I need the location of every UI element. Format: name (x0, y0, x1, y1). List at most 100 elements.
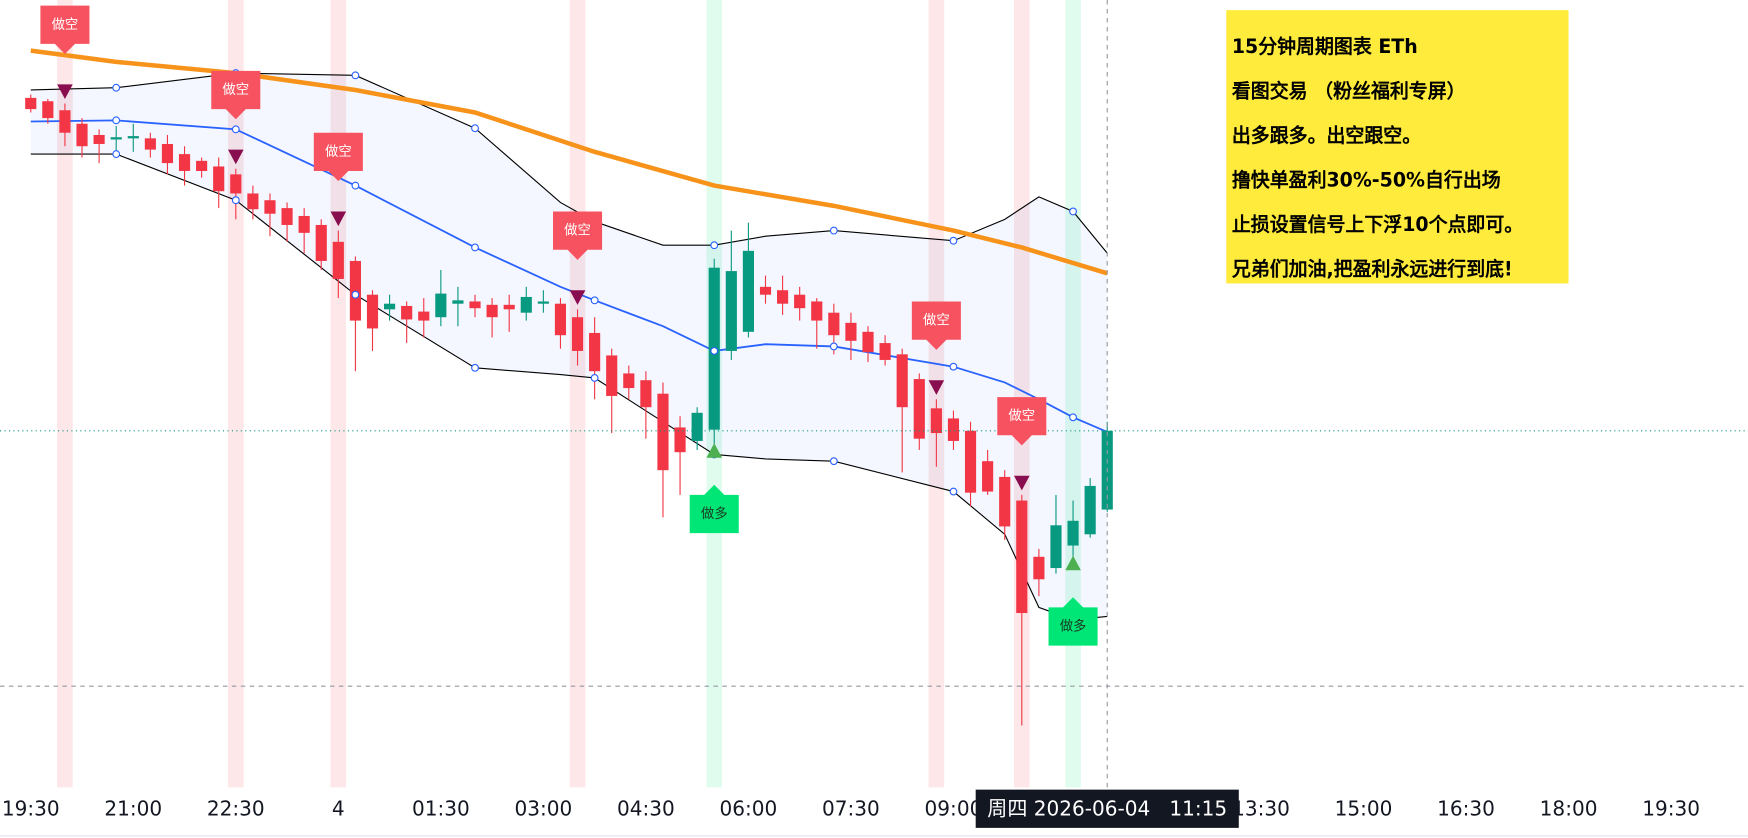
x-tick-label: 07:30 (822, 796, 880, 820)
bollinger-point (1069, 413, 1077, 422)
x-tick-label: 22:30 (207, 796, 265, 820)
candle-body (742, 250, 754, 332)
signal-label: 做多 (701, 505, 728, 522)
x-tick-label: 15:00 (1335, 796, 1393, 820)
candle-body (264, 200, 276, 214)
candle-body (691, 412, 703, 441)
x-tick-label: 04:30 (617, 796, 675, 820)
bollinger-point (351, 71, 360, 80)
band-fill (30, 73, 1108, 620)
bollinger-point (351, 290, 360, 299)
signal-band (57, 0, 73, 788)
bollinger-point (829, 226, 838, 235)
candle-body (503, 304, 515, 310)
signal-label: 做空 (325, 144, 352, 160)
bollinger-point (112, 116, 121, 125)
candle-body (42, 101, 54, 119)
signal-arrow (569, 290, 586, 305)
signal-arrow (227, 149, 244, 165)
candle-body (520, 296, 532, 313)
bollinger-point (471, 243, 479, 252)
signal-label: 做多 (1060, 617, 1087, 634)
signal-label-box (553, 211, 603, 260)
candle-body (247, 193, 259, 210)
candle-body (76, 123, 88, 147)
signal-arrow (57, 84, 73, 99)
signal-band (569, 0, 586, 788)
candle-body (947, 418, 960, 441)
x-tick-label: 01:30 (412, 796, 470, 820)
candle-body (110, 137, 122, 140)
bollinger-point (590, 296, 599, 305)
candle-body (1016, 500, 1028, 614)
candle-body (401, 305, 413, 320)
candle-body (828, 312, 840, 336)
candle-body (1084, 485, 1096, 535)
candle-body (161, 143, 174, 164)
x-tick-label: 4 (332, 796, 345, 820)
candle-body (640, 380, 652, 408)
candle-body (435, 293, 447, 318)
candle-body (1050, 525, 1062, 569)
candle-body (144, 138, 156, 150)
candle-body (657, 393, 669, 471)
candle-body (964, 430, 977, 493)
bollinger-point (949, 236, 958, 245)
candle-body (794, 294, 806, 309)
candle-body (384, 303, 396, 310)
candle-body (930, 408, 942, 434)
candle-body (486, 304, 498, 318)
candle-body (230, 174, 242, 194)
x-tick-label: 06:00 (720, 796, 778, 820)
note-line: 撸快单盈利30%-50%自行出场 (1232, 168, 1501, 191)
candle-body (469, 301, 481, 309)
candle-body (811, 301, 823, 321)
note-line: 15分钟周期图表 ETh (1232, 35, 1418, 58)
candle-body (93, 134, 105, 144)
signal-label-box (40, 5, 90, 54)
x-tick-label: 09:00 (925, 796, 983, 820)
candle-body (25, 97, 37, 110)
bollinger-point (949, 487, 958, 496)
bollinger-point (590, 374, 599, 382)
candle-body (606, 355, 618, 396)
signal-band (227, 0, 244, 788)
signal-band (1065, 0, 1081, 788)
signal-band (330, 0, 347, 788)
note-line: 看图交易 （粉丝福利专屏） (1231, 79, 1466, 102)
candle-body (59, 110, 71, 133)
bollinger-point (829, 342, 838, 351)
bollinger-point (112, 150, 121, 159)
signal-label: 做空 (52, 17, 79, 33)
bollinger-point (710, 241, 719, 250)
bollinger-point (231, 196, 240, 205)
candle-body (196, 160, 208, 171)
bollinger-point (949, 362, 958, 371)
candle-body (999, 476, 1011, 527)
candle-body (178, 154, 191, 171)
signal-label: 做空 (222, 82, 249, 98)
candle-body (623, 373, 635, 389)
crosshair-label: 周四 2026-06-04 11:15 (987, 796, 1227, 820)
candle-body (725, 271, 737, 351)
signal-arrow (330, 211, 347, 227)
bollinger-point (471, 124, 479, 133)
candle-body (845, 322, 857, 341)
signal-label-box (689, 484, 739, 534)
candle-body (452, 300, 464, 304)
signal-label-box (313, 132, 363, 182)
candle-body (281, 208, 293, 225)
signal-arrow (1013, 475, 1030, 491)
note-line: 出多跟多。出空跟空。 (1232, 124, 1421, 147)
candle-body (759, 286, 772, 295)
x-tick-label: 13:30 (1232, 796, 1290, 820)
background-layer (30, 0, 1108, 788)
candle-body (332, 241, 344, 279)
candle-body (674, 427, 686, 453)
x-tick-label: 18:00 (1540, 796, 1598, 820)
candle-body (862, 331, 874, 353)
bollinger-point (1069, 207, 1077, 216)
candle-body (879, 343, 891, 360)
crosshair-label-box (975, 789, 1239, 828)
